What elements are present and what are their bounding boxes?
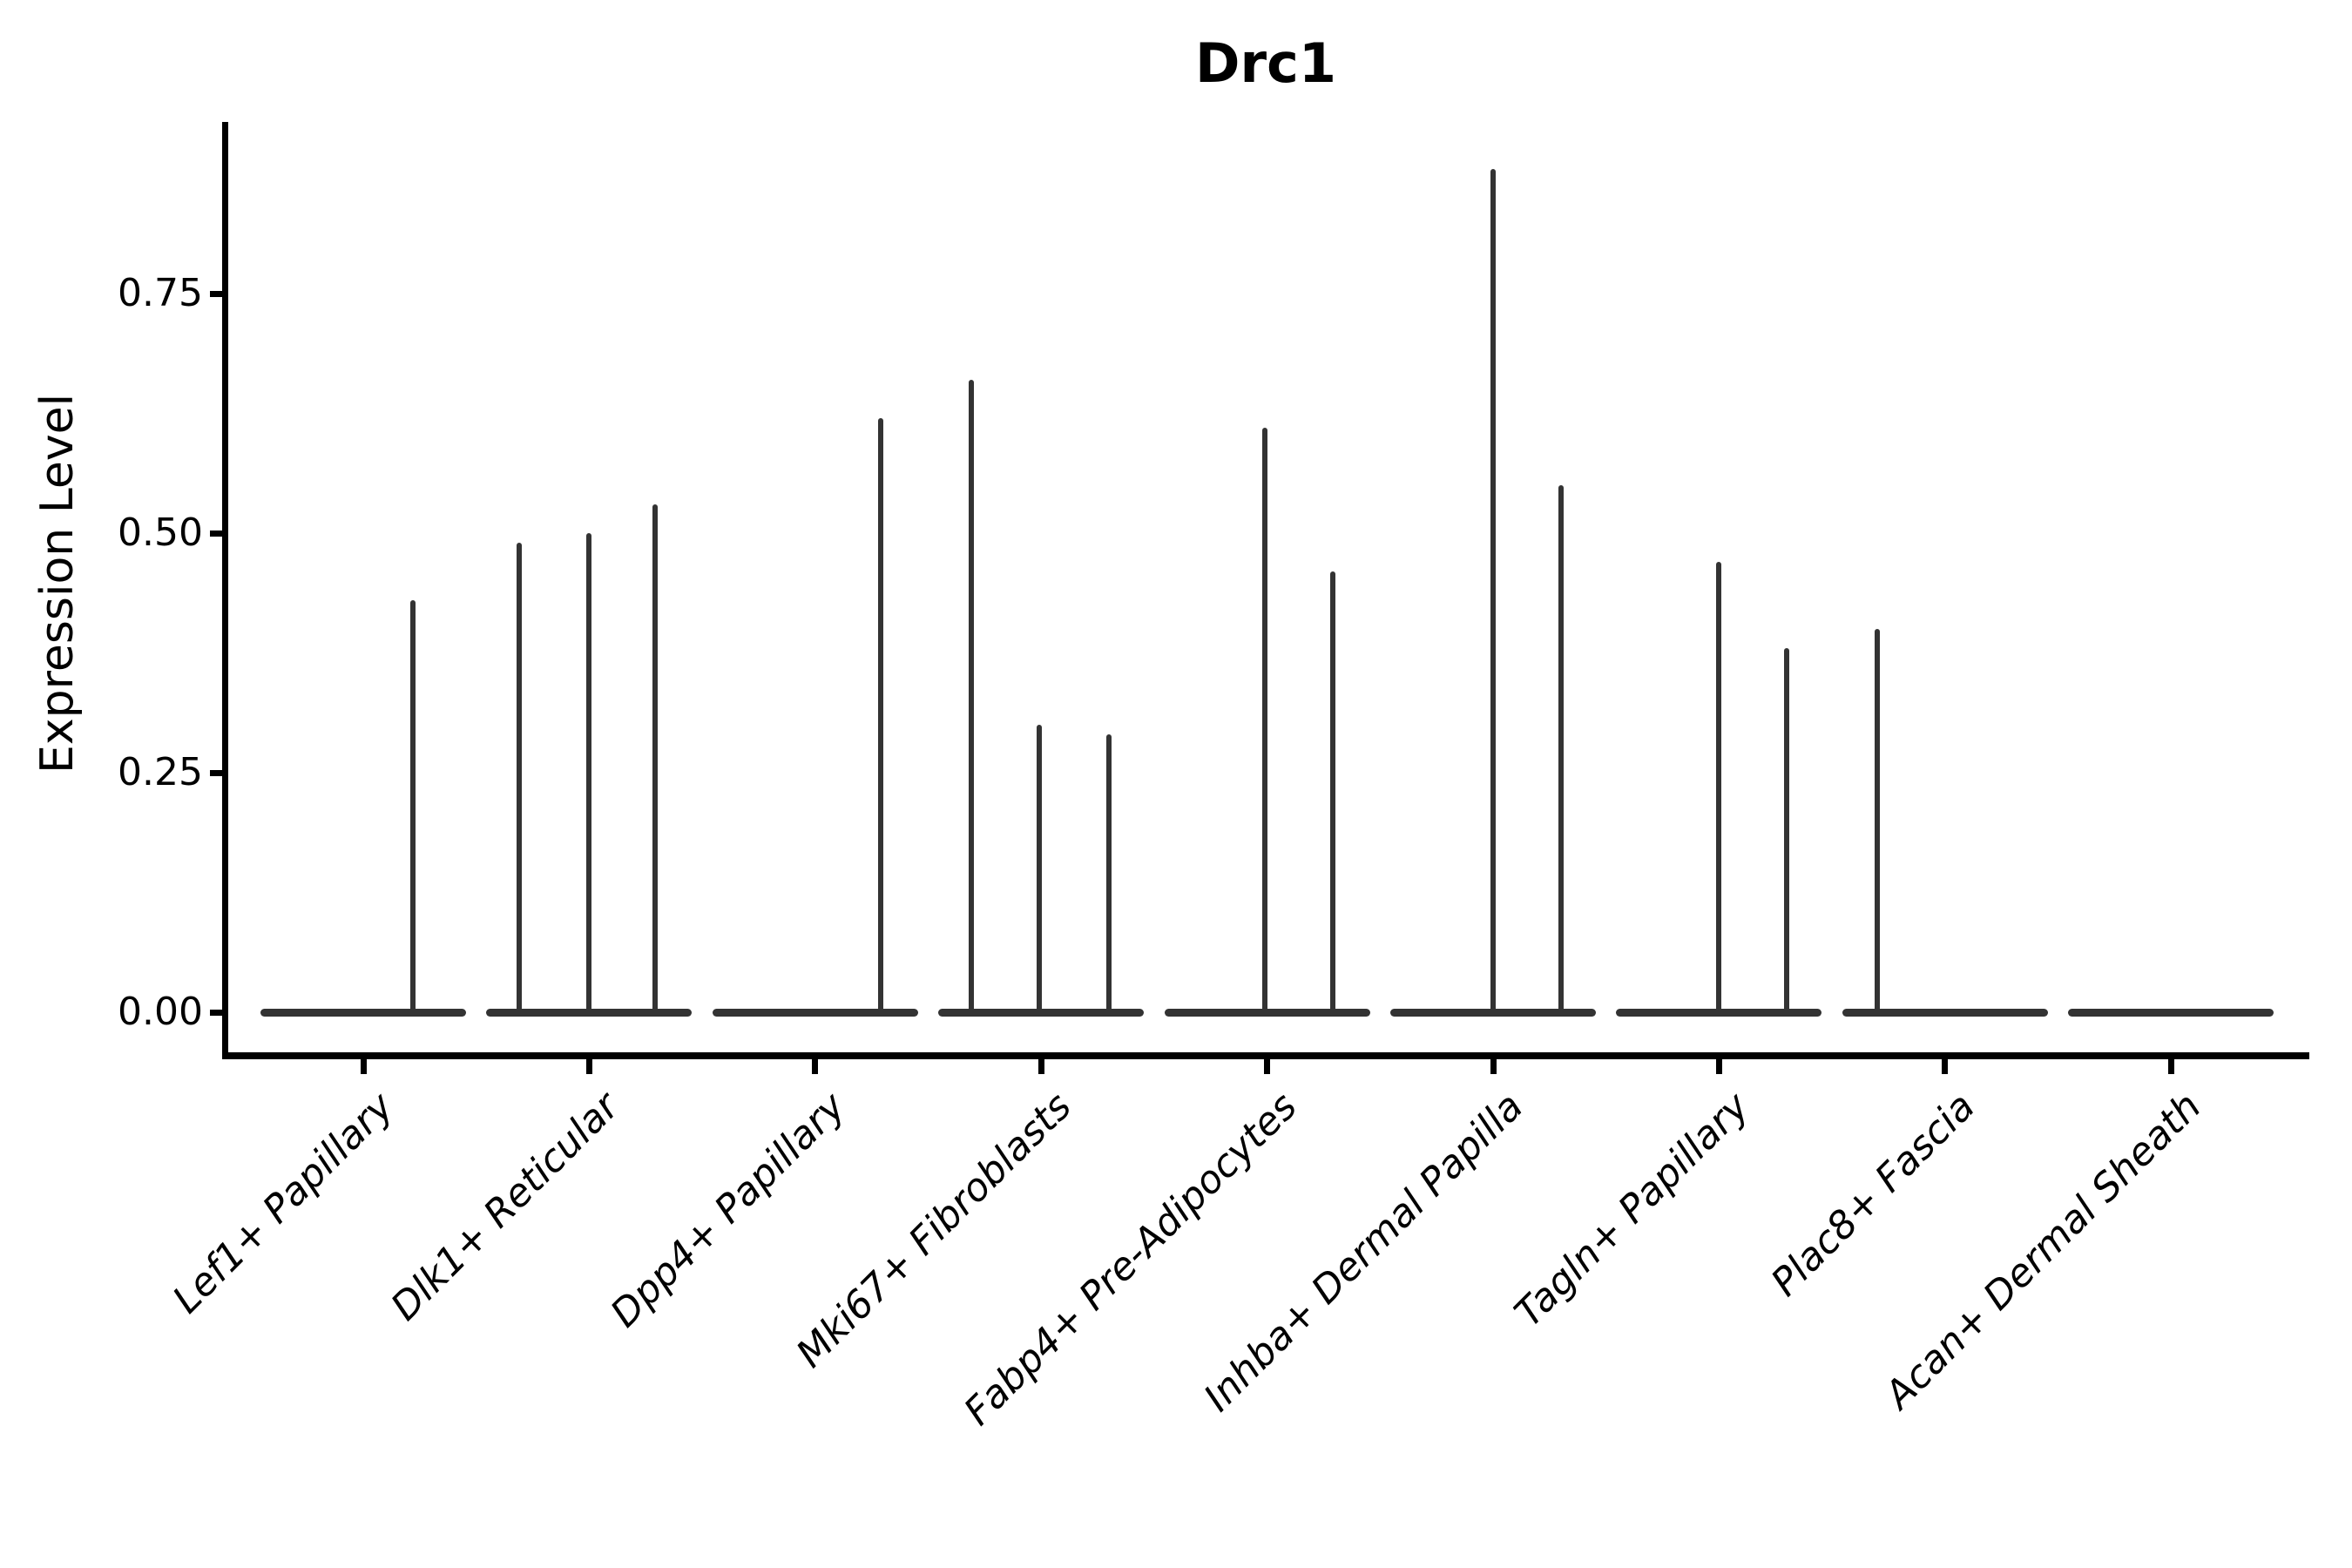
x-tick-label: Tagln+ Papillary (1506, 1084, 1759, 1336)
x-axis-tick-mark (1037, 1058, 1044, 1074)
violin-baseline (712, 1008, 918, 1017)
violin-spike (516, 543, 522, 1012)
y-axis-tick-mark (210, 1009, 222, 1016)
y-axis-tick-mark (210, 769, 222, 776)
x-tick-label: Lef1+ Papillary (164, 1084, 402, 1322)
violin-spike (1490, 169, 1496, 1012)
y-tick-label: 0.25 (118, 750, 203, 794)
violin-baseline (1390, 1008, 1596, 1017)
violin-spike (1262, 428, 1267, 1012)
y-tick-label: 0.00 (118, 990, 203, 1034)
violin-spike (586, 533, 592, 1012)
violin-spike (1874, 629, 1880, 1012)
x-tick-label: Dlk1+ Reticular (382, 1084, 629, 1329)
violin-spike (1558, 485, 1564, 1012)
violin-spike (1784, 648, 1790, 1012)
y-tick-label: 0.50 (118, 510, 203, 555)
x-tick-label: Dpp4+ Papillary (602, 1084, 855, 1336)
x-axis-tick-mark (2167, 1058, 2174, 1074)
y-axis-tick-mark (210, 290, 222, 297)
y-axis-tick-mark (210, 530, 222, 537)
x-axis-spine (222, 1052, 2309, 1059)
violin-spike (968, 380, 974, 1012)
violin-spike (1036, 725, 1042, 1012)
chart-title: Drc1 (1195, 31, 1336, 95)
x-axis-tick-mark (1942, 1058, 1949, 1074)
x-axis-tick-mark (812, 1058, 819, 1074)
y-tick-label: 0.75 (118, 271, 203, 315)
y-axis-spine (222, 122, 228, 1059)
violin-spike (410, 600, 416, 1012)
violin-baseline (938, 1008, 1145, 1017)
x-axis-tick-mark (1715, 1058, 1722, 1074)
violin-baseline (1842, 1008, 2048, 1017)
violin-baseline (1616, 1008, 1822, 1017)
violin-baseline (260, 1008, 466, 1017)
violin-baseline (1164, 1008, 1370, 1017)
violin-baseline (2068, 1008, 2274, 1017)
violin-baseline (486, 1008, 693, 1017)
x-axis-tick-mark (1490, 1058, 1497, 1074)
violin-spike (878, 418, 884, 1012)
violin-spike (1716, 562, 1722, 1012)
x-axis-tick-mark (585, 1058, 592, 1074)
violin-spike (1329, 571, 1335, 1012)
x-axis-tick-mark (360, 1058, 367, 1074)
violin-spike (652, 504, 658, 1012)
violin-spike (1106, 734, 1112, 1012)
x-tick-label: Plac8+ Fascia (1763, 1084, 1984, 1305)
x-axis-tick-mark (1264, 1058, 1271, 1074)
